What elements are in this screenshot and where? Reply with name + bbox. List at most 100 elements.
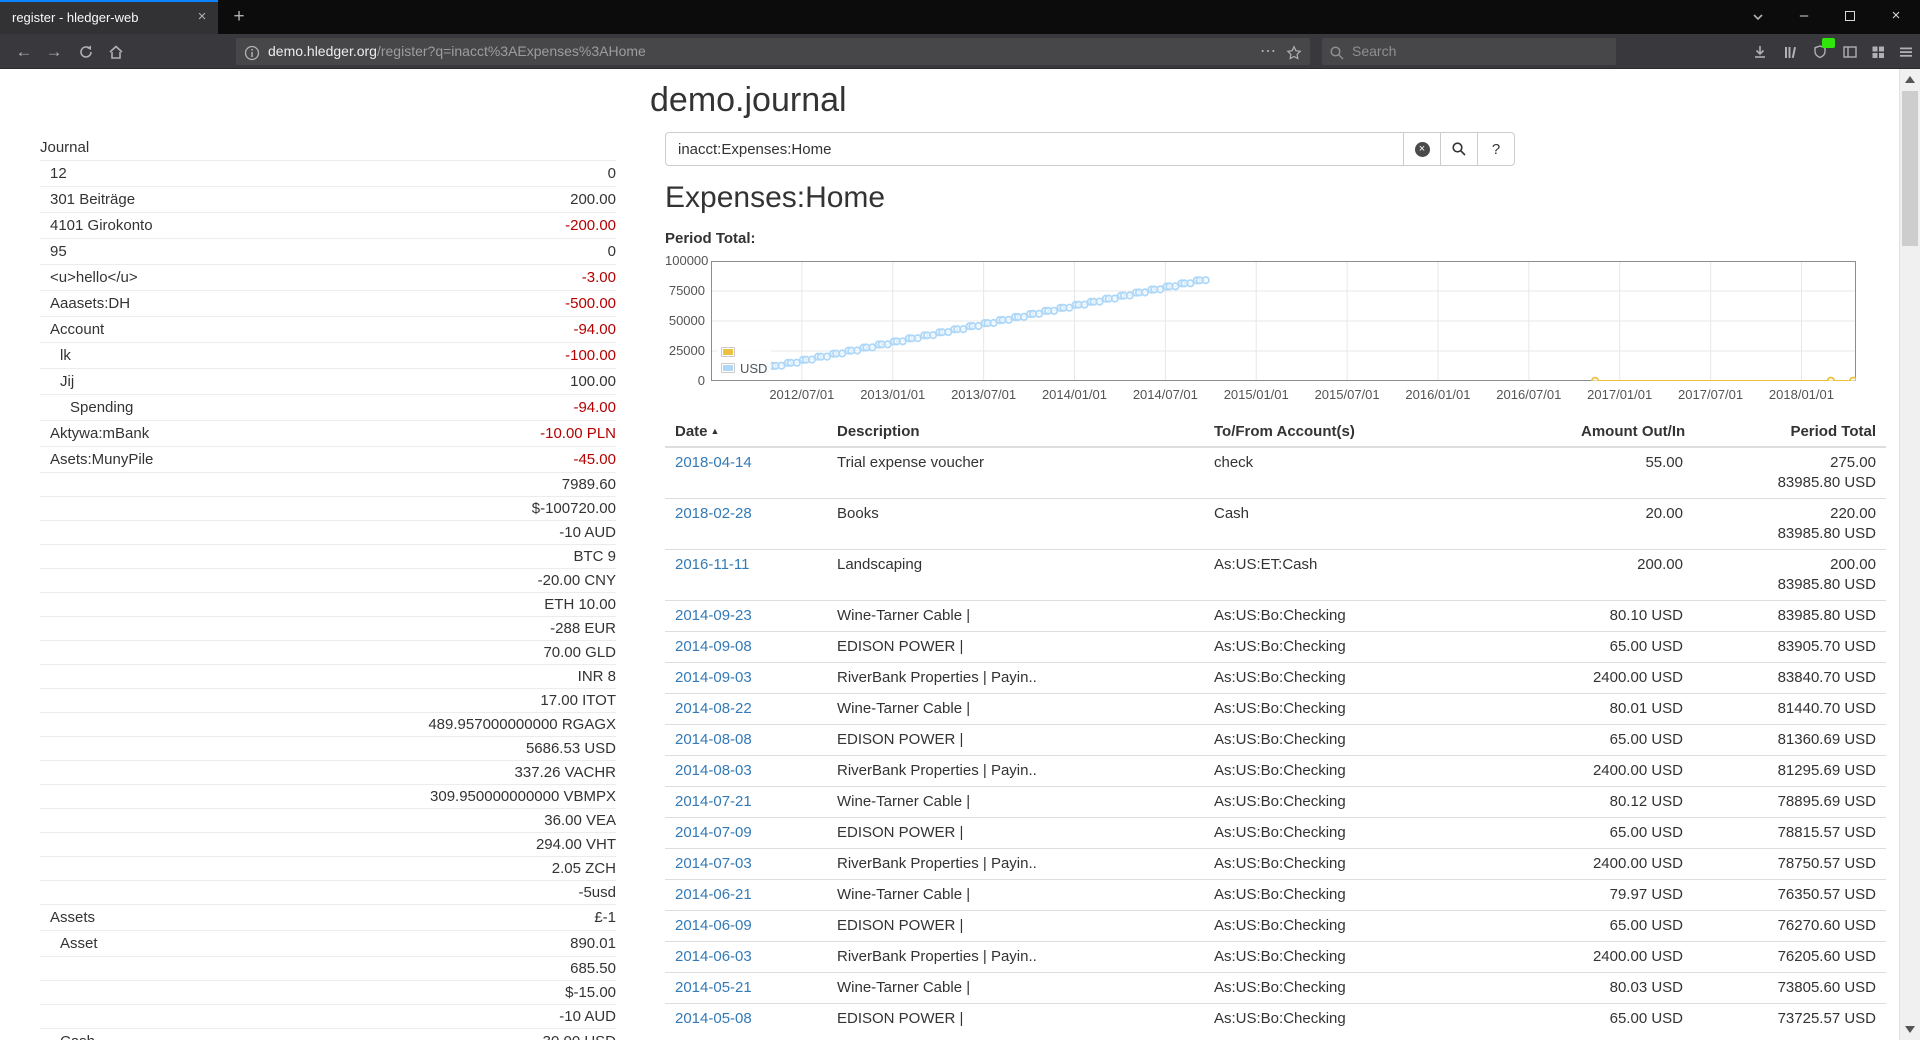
column-header-description[interactable]: Description xyxy=(827,417,1204,448)
account-link[interactable]: <u>hello</u> xyxy=(50,269,138,286)
browser-search-input[interactable]: Search xyxy=(1322,38,1616,65)
scroll-down-arrow-icon[interactable] xyxy=(1905,1026,1915,1033)
site-info-icon[interactable] xyxy=(244,43,260,65)
account-balance: 890.01 xyxy=(570,935,616,952)
transaction-amount: 65.00 USD xyxy=(1571,910,1693,942)
transaction-date-link[interactable]: 2014-07-21 xyxy=(675,793,752,810)
url-bar[interactable]: demo.hledger.org/register?q=inacct%3AExp… xyxy=(236,38,1310,65)
new-tab-button[interactable]: + xyxy=(233,6,245,27)
transaction-date-link[interactable]: 2014-08-03 xyxy=(675,762,752,779)
clear-query-button[interactable]: × xyxy=(1404,132,1441,166)
transaction-description: RiverBank Properties | Payin.. xyxy=(827,755,1204,787)
sidebar-journal-row: Journal xyxy=(40,135,616,161)
submit-search-button[interactable] xyxy=(1441,132,1478,166)
account-balance: -30.00 USD xyxy=(538,1032,616,1040)
apps-grid-icon[interactable] xyxy=(1868,42,1888,62)
query-input[interactable] xyxy=(665,132,1404,166)
sidebar-toggle-icon[interactable] xyxy=(1840,42,1860,62)
account-link[interactable]: 12 xyxy=(50,165,67,182)
transaction-date-link[interactable]: 2014-07-03 xyxy=(675,855,752,872)
account-link[interactable]: Aaasets:DH xyxy=(50,295,131,312)
date-cell: 2014-05-21 xyxy=(665,972,827,1004)
column-header-account[interactable]: To/From Account(s) xyxy=(1204,417,1571,448)
page-actions-icon[interactable]: ⋯ xyxy=(1260,43,1276,60)
transaction-amount: 2400.00 USD xyxy=(1571,755,1693,787)
column-header-date[interactable]: Date ▲ xyxy=(665,417,827,448)
window-minimize-button[interactable]: – xyxy=(1799,7,1809,24)
transaction-date-link[interactable]: 2014-07-09 xyxy=(675,824,752,841)
column-header-period-total[interactable]: Period Total xyxy=(1693,417,1886,448)
scroll-up-arrow-icon[interactable] xyxy=(1905,76,1915,83)
transaction-date-link[interactable]: 2014-06-03 xyxy=(675,948,752,965)
forward-icon[interactable]: → xyxy=(45,42,63,61)
transaction-period-total: 78895.69 USD xyxy=(1693,786,1886,818)
transaction-date-link[interactable]: 2016-11-11 xyxy=(675,556,750,573)
account-link[interactable]: Jij xyxy=(60,373,75,390)
account-balance: $-100720.00 xyxy=(531,500,616,517)
account-balance: 2.05 ZCH xyxy=(551,860,616,877)
window-close-button[interactable]: × xyxy=(1891,7,1901,24)
account-link[interactable]: Account xyxy=(50,321,105,338)
period-total-line: 275.00 xyxy=(1830,454,1876,471)
sidebar: Journal 12 0 301 Beiträge 200.00 4101 Giroko… xyxy=(40,135,616,1040)
period-total-line: 76205.60 USD xyxy=(1777,948,1876,965)
register-row: 2018-02-28 Books Cash 20.00 220.00 83985.80 U… xyxy=(665,498,1886,550)
transaction-date-link[interactable]: 2014-05-21 xyxy=(675,979,752,996)
date-cell: 2016-11-11 xyxy=(665,549,827,601)
period-total-line-2: 83985.80 USD xyxy=(1777,474,1876,491)
account-link[interactable]: Aktywa:mBank xyxy=(50,425,150,442)
transaction-date-link[interactable]: 2018-02-28 xyxy=(675,505,752,522)
register-row: 2014-07-03 RiverBank Properties | Payin..… xyxy=(665,848,1886,880)
back-icon[interactable]: ← xyxy=(15,42,33,61)
transaction-date-link[interactable]: 2014-06-21 xyxy=(675,886,752,903)
tab-close-icon[interactable]: × xyxy=(197,8,207,25)
transaction-description: Trial expense voucher xyxy=(827,446,1204,499)
x-axis-label: 2014/07/01 xyxy=(1132,387,1198,402)
transaction-date-link[interactable]: 2018-04-14 xyxy=(675,454,752,471)
window-restore-button[interactable] xyxy=(1827,0,1873,34)
account-row: Aaasets:DH -500.00 xyxy=(40,291,616,317)
transaction-amount: 80.01 USD xyxy=(1571,693,1693,725)
account-link[interactable]: 95 xyxy=(50,243,67,260)
transaction-account: Cash xyxy=(1204,498,1571,550)
bookmark-star-icon[interactable] xyxy=(1286,43,1302,65)
account-row: 95 0 xyxy=(40,239,616,265)
page-scrollbar[interactable] xyxy=(1899,69,1920,1040)
account-balance: -288 EUR xyxy=(550,620,616,637)
transaction-date-link[interactable]: 2014-09-03 xyxy=(675,669,752,686)
extension-icon[interactable] xyxy=(1810,38,1835,62)
account-link[interactable]: Asets:MunyPile xyxy=(50,451,154,468)
column-header-amount[interactable]: Amount Out/In xyxy=(1571,417,1693,448)
transaction-description: EDISON POWER | xyxy=(827,631,1204,663)
account-link[interactable]: lk xyxy=(60,347,71,364)
menu-icon[interactable] xyxy=(1896,42,1916,62)
home-icon[interactable] xyxy=(106,42,126,62)
transaction-date-link[interactable]: 2014-05-08 xyxy=(675,1010,752,1027)
reload-icon[interactable] xyxy=(76,42,96,62)
transaction-date-link[interactable]: 2014-09-23 xyxy=(675,607,752,624)
account-link[interactable]: Assets xyxy=(50,909,96,926)
transaction-date-link[interactable]: 2014-08-22 xyxy=(675,700,752,717)
x-axis-label: 2018/01/01 xyxy=(1768,387,1834,402)
library-icon[interactable] xyxy=(1780,42,1800,62)
account-link[interactable]: Asset xyxy=(60,935,98,952)
chart-plot-area xyxy=(711,261,1856,381)
browser-tab[interactable]: register - hledger-web × xyxy=(0,0,218,34)
account-link[interactable]: 4101 Girokonto xyxy=(50,217,153,234)
transaction-period-total: 81440.70 USD xyxy=(1693,693,1886,725)
download-icon[interactable] xyxy=(1750,42,1770,62)
transaction-date-link[interactable]: 2014-09-08 xyxy=(675,638,752,655)
search-help-button[interactable]: ? xyxy=(1478,132,1515,166)
account-link[interactable]: 301 Beiträge xyxy=(50,191,136,208)
scrollbar-thumb[interactable] xyxy=(1902,91,1918,246)
period-total-line: 73805.60 USD xyxy=(1777,979,1876,996)
list-tabs-chevron-icon[interactable] xyxy=(1748,8,1768,26)
journal-link[interactable]: Journal xyxy=(40,139,90,156)
account-link[interactable]: Cash xyxy=(40,1032,95,1040)
date-cell: 2014-08-22 xyxy=(665,693,827,725)
account-row: 36.00 VEA xyxy=(40,809,616,833)
transaction-date-link[interactable]: 2014-08-08 xyxy=(675,731,752,748)
transaction-date-link[interactable]: 2014-06-09 xyxy=(675,917,752,934)
account-link[interactable]: Spending xyxy=(70,399,134,416)
x-axis-label: 2013/01/01 xyxy=(860,387,926,402)
